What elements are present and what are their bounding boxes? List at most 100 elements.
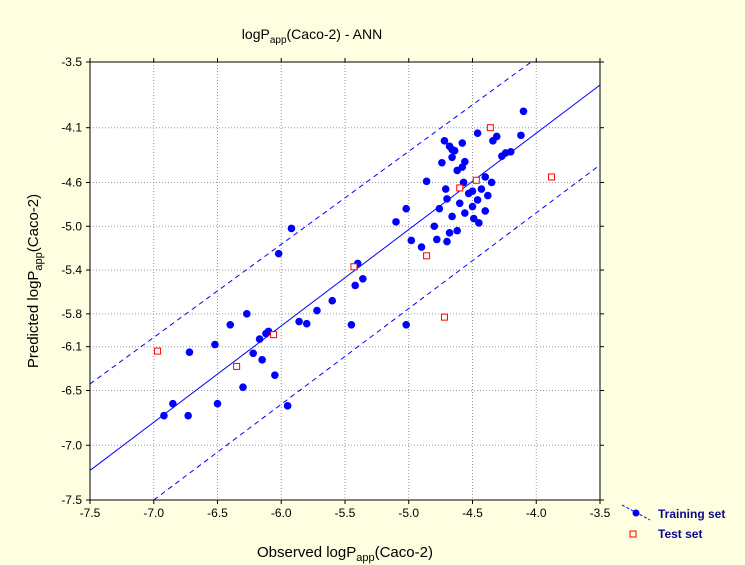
- confidence-band-upper: [89, 61, 532, 385]
- test-point: [472, 176, 480, 184]
- training-point: [283, 402, 292, 410]
- training-point: [468, 187, 477, 196]
- training-point: [487, 178, 496, 187]
- legend-test-marker: [629, 530, 637, 538]
- training-point: [475, 219, 483, 227]
- y-tick-label: -7.5: [61, 493, 82, 507]
- training-point: [484, 191, 492, 200]
- training-point: [506, 147, 515, 156]
- training-point: [458, 139, 467, 147]
- training-point: [430, 222, 439, 231]
- grid: [90, 62, 600, 500]
- training-point: [213, 399, 222, 408]
- training-point: [211, 340, 219, 349]
- training-point: [443, 237, 451, 246]
- training-point: [417, 243, 426, 251]
- training-point: [392, 218, 400, 226]
- test-point: [350, 263, 358, 271]
- training-point: [402, 321, 411, 329]
- training-point: [184, 411, 192, 420]
- training-point: [458, 163, 467, 171]
- training-point: [453, 226, 462, 235]
- training-point: [255, 335, 264, 343]
- y-tick-label: -4.1: [61, 121, 82, 135]
- training-point: [169, 399, 177, 408]
- test-point: [423, 252, 431, 260]
- legend-test-label: Test set: [658, 527, 702, 541]
- training-point: [435, 204, 444, 213]
- x-tick-label: -7.5: [80, 506, 101, 520]
- test-point: [270, 331, 278, 339]
- training-point: [461, 209, 469, 217]
- x-axis-label: Observed logPapp(Caco-2): [257, 544, 433, 564]
- training-point: [313, 306, 321, 315]
- training-point: [481, 207, 490, 215]
- test-point: [456, 184, 464, 192]
- y-tick-label: -4.6: [61, 175, 82, 189]
- training-point: [328, 296, 337, 305]
- training-point: [455, 199, 464, 208]
- test-point: [548, 173, 556, 181]
- x-tick-label: -5.0: [398, 506, 419, 520]
- y-tick-label: -6.1: [61, 340, 82, 354]
- training-point: [517, 131, 525, 140]
- test-point: [440, 313, 448, 321]
- training-point: [347, 321, 356, 329]
- y-tick-label: -5.4: [61, 263, 82, 277]
- chart-title: logPapp(Caco-2) - ANN: [242, 26, 382, 46]
- x-tick-label: -4.5: [462, 506, 483, 520]
- training-point: [469, 214, 478, 223]
- training-point: [459, 178, 468, 187]
- y-tick-label: -7.0: [61, 438, 82, 452]
- training-point: [443, 195, 451, 203]
- training-point: [448, 145, 456, 154]
- training-point: [160, 411, 168, 420]
- legend: Training set Test set: [621, 504, 725, 541]
- training-point: [438, 158, 446, 167]
- training-point: [271, 371, 279, 379]
- training-point: [492, 132, 501, 141]
- x-tick-label: -5.5: [335, 506, 356, 520]
- training-point: [295, 317, 303, 326]
- test-point: [486, 124, 494, 132]
- y-tick-label: -5.8: [61, 307, 82, 321]
- y-tick-label: -3.5: [61, 55, 82, 69]
- training-point: [407, 236, 416, 245]
- training-point: [468, 202, 477, 211]
- training-point: [422, 177, 431, 186]
- training-point: [402, 204, 411, 213]
- training-point: [302, 319, 311, 328]
- training-point: [351, 281, 360, 290]
- training-point: [249, 349, 257, 358]
- training-point: [440, 137, 449, 145]
- test-point: [154, 347, 162, 355]
- x-tick-label: -7.0: [143, 506, 164, 520]
- x-tick-label: -4.0: [526, 506, 547, 520]
- training-point: [445, 229, 454, 237]
- data-points: [154, 107, 556, 420]
- axis-ticks: -7.5 -7.0 -6.5 -6.0 -5.5 -5.0 -4.5 -4.0 -3.5 -3.5…: [61, 55, 610, 520]
- training-point: [185, 348, 194, 356]
- training-point: [274, 249, 283, 258]
- test-point: [233, 362, 241, 370]
- legend-training-marker: [632, 509, 640, 517]
- x-tick-label: -3.5: [590, 506, 611, 520]
- x-tick-label: -6.0: [271, 506, 292, 520]
- legend-item-training: Training set: [621, 504, 725, 521]
- training-point: [473, 196, 482, 204]
- training-point: [239, 383, 247, 392]
- training-point: [226, 321, 235, 329]
- training-point: [243, 310, 251, 318]
- y-axis-label: Predicted logPapp(Caco-2): [25, 194, 45, 368]
- training-point: [519, 107, 528, 116]
- legend-item-test: Test set: [629, 527, 702, 541]
- x-tick-label: -6.5: [207, 506, 228, 520]
- training-point: [448, 153, 456, 162]
- training-point: [433, 235, 441, 244]
- y-tick-label: -5.0: [61, 219, 82, 233]
- training-point: [481, 173, 490, 181]
- training-point: [359, 275, 367, 283]
- y-tick-label: -6.5: [61, 384, 82, 398]
